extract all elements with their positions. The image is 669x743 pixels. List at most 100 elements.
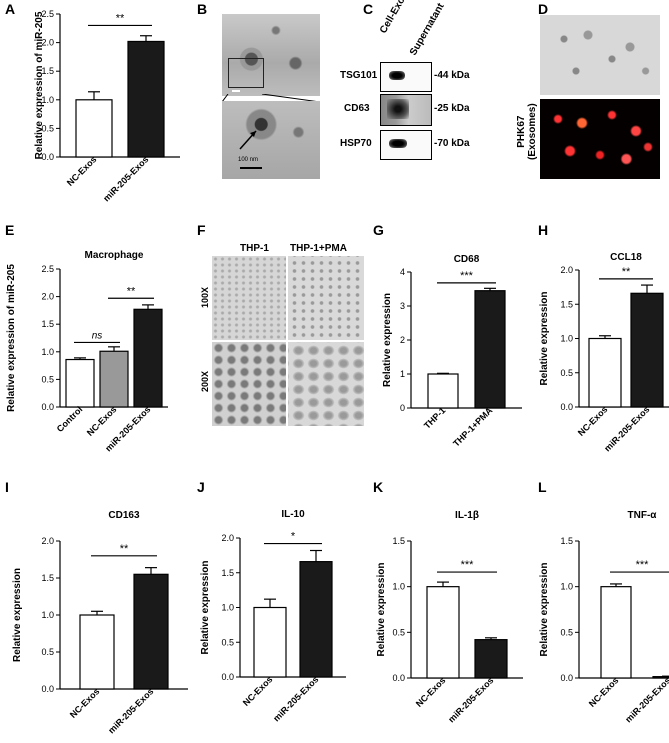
blot-size-hsp70: -70 kDa	[434, 138, 470, 149]
thp1-column-label: THP-1	[240, 243, 269, 254]
category-label: NC-Exos	[65, 154, 99, 188]
bar	[474, 639, 508, 679]
panel-letter-d: D	[538, 1, 549, 17]
tem-arrow	[239, 130, 262, 169]
y-axis-label: Relative expression	[539, 563, 550, 657]
significance-label: **	[127, 285, 136, 297]
y-axis-label: Relative expression	[12, 568, 23, 662]
phk67-label: PHK67 (Exosomes)	[516, 103, 538, 160]
category-label: miR-205-Exos	[106, 686, 155, 735]
thp1-pma-100x-image	[288, 256, 364, 340]
panel-letter-i: I	[5, 479, 9, 495]
y-tick-label: 1.0	[41, 347, 54, 357]
blot-size-tsg101: -44 kDa	[434, 70, 470, 81]
y-tick-label: 0.0	[41, 152, 54, 162]
bar	[65, 358, 95, 408]
category-label: THP-1	[422, 405, 447, 430]
y-tick-label: 3	[400, 301, 405, 311]
bar	[99, 350, 129, 408]
bar	[127, 40, 165, 158]
y-axis-label: Relative expression	[382, 293, 393, 387]
y-tick-label: 0.5	[392, 627, 405, 637]
y-tick-label: 1.0	[560, 582, 573, 592]
category-label: miR-205-Exos	[101, 154, 150, 203]
blot-size-cd63: -25 kDa	[434, 103, 470, 114]
chart-title: CD163	[108, 510, 140, 521]
bar	[79, 614, 115, 690]
panel-letter-e: E	[5, 222, 15, 238]
y-tick-label: 0.0	[560, 673, 573, 683]
category-label: NC-Exos	[85, 404, 119, 438]
bar	[474, 290, 506, 409]
thp1-pma-column-label: THP-1+PMA	[290, 243, 347, 254]
y-tick-label: 1	[400, 369, 405, 379]
blot-band-tsg101	[389, 71, 405, 80]
blot-strip-cd63	[380, 94, 432, 126]
chart-title: CD68	[454, 254, 480, 265]
y-tick-label: 0.0	[392, 673, 405, 683]
blot-strip-hsp70	[380, 130, 432, 160]
category-label: NC-Exos	[68, 686, 102, 720]
y-tick-label: 0.5	[41, 123, 54, 133]
y-tick-label: 1.5	[221, 568, 234, 578]
category-label: miR-205-Exos	[271, 674, 320, 723]
category-label: NC-Exos	[414, 675, 448, 709]
chart-title: CCL18	[610, 252, 642, 263]
category-label: NC-Exos	[576, 404, 610, 438]
chart-h: CCL18 0.0 0.5 1.0 1.5 2.0 Relative expression N…	[539, 252, 669, 454]
y-tick-label: 0.0	[560, 402, 573, 412]
tem-scale-bar-label: 100 nm	[238, 157, 259, 163]
panel-letter-f: F	[197, 222, 206, 238]
tem-mini-scale-bar	[232, 90, 240, 92]
y-tick-label: 1.5	[41, 573, 54, 583]
bar	[133, 573, 169, 690]
thp1-100x-image	[212, 256, 286, 340]
panel-letter-l: L	[538, 479, 547, 495]
y-axis-label: Relative expression	[200, 561, 211, 655]
significance-label: *	[291, 531, 296, 543]
y-tick-label: 0	[400, 403, 405, 413]
y-tick-label: 1.0	[41, 610, 54, 620]
category-label: miR-205-Exos	[623, 675, 669, 724]
panel-letter-b: B	[197, 1, 208, 17]
significance-label: **	[622, 266, 631, 278]
category-label: NC-Exos	[587, 675, 621, 709]
y-tick-label: 2.0	[41, 536, 54, 546]
bar	[427, 373, 459, 409]
chart-title: Macrophage	[85, 250, 144, 261]
y-tick-label: 2.5	[41, 264, 54, 274]
chart-g: CD68 0 1 2 3 4 Relative expression THP-1 THP-1+P…	[382, 254, 522, 449]
significance-label: ***	[636, 559, 650, 571]
bar	[133, 308, 163, 408]
panel-letter-a: A	[5, 1, 16, 17]
y-tick-label: 0.0	[41, 402, 54, 412]
bar	[600, 586, 632, 679]
bar	[588, 337, 622, 408]
category-label: Control	[55, 404, 85, 434]
blot-protein-cd63: CD63	[344, 103, 370, 114]
y-tick-label: 2	[400, 335, 405, 345]
brightfield-image	[540, 15, 660, 95]
y-tick-label: 0.5	[560, 627, 573, 637]
blot-protein-hsp70: HSP70	[340, 138, 372, 149]
thp1-200x-image	[212, 342, 286, 426]
significance-label: **	[116, 12, 125, 24]
chart-i: CD163 0.0 0.5 1.0 1.5 2.0 Relative expression N…	[12, 510, 188, 736]
y-tick-label: 1.5	[41, 319, 54, 329]
y-axis-label: Relative expression of miR-205	[6, 264, 17, 412]
y-tick-label: 0.0	[41, 684, 54, 694]
phk67-label-line2: (Exosomes)	[527, 103, 538, 160]
bar	[299, 561, 333, 678]
significance-label: ns	[92, 330, 103, 341]
significance-label: ***	[461, 559, 475, 571]
y-tick-label: 1.5	[560, 536, 573, 546]
y-tick-label: 1.0	[560, 334, 573, 344]
blot-band-hsp70	[389, 139, 407, 148]
y-axis-label: Relative expression	[539, 292, 550, 386]
significance-label: ***	[460, 270, 474, 282]
tem-zoom-image: 100 nm	[222, 101, 320, 179]
bar	[630, 292, 664, 408]
phk67-label-line1: PHK67	[516, 115, 527, 148]
blot-strip-tsg101	[380, 62, 432, 92]
chart-e: Macrophage 0.0 0.5 1.0 1.5 2.0 2.5 Relative exp…	[6, 250, 168, 454]
